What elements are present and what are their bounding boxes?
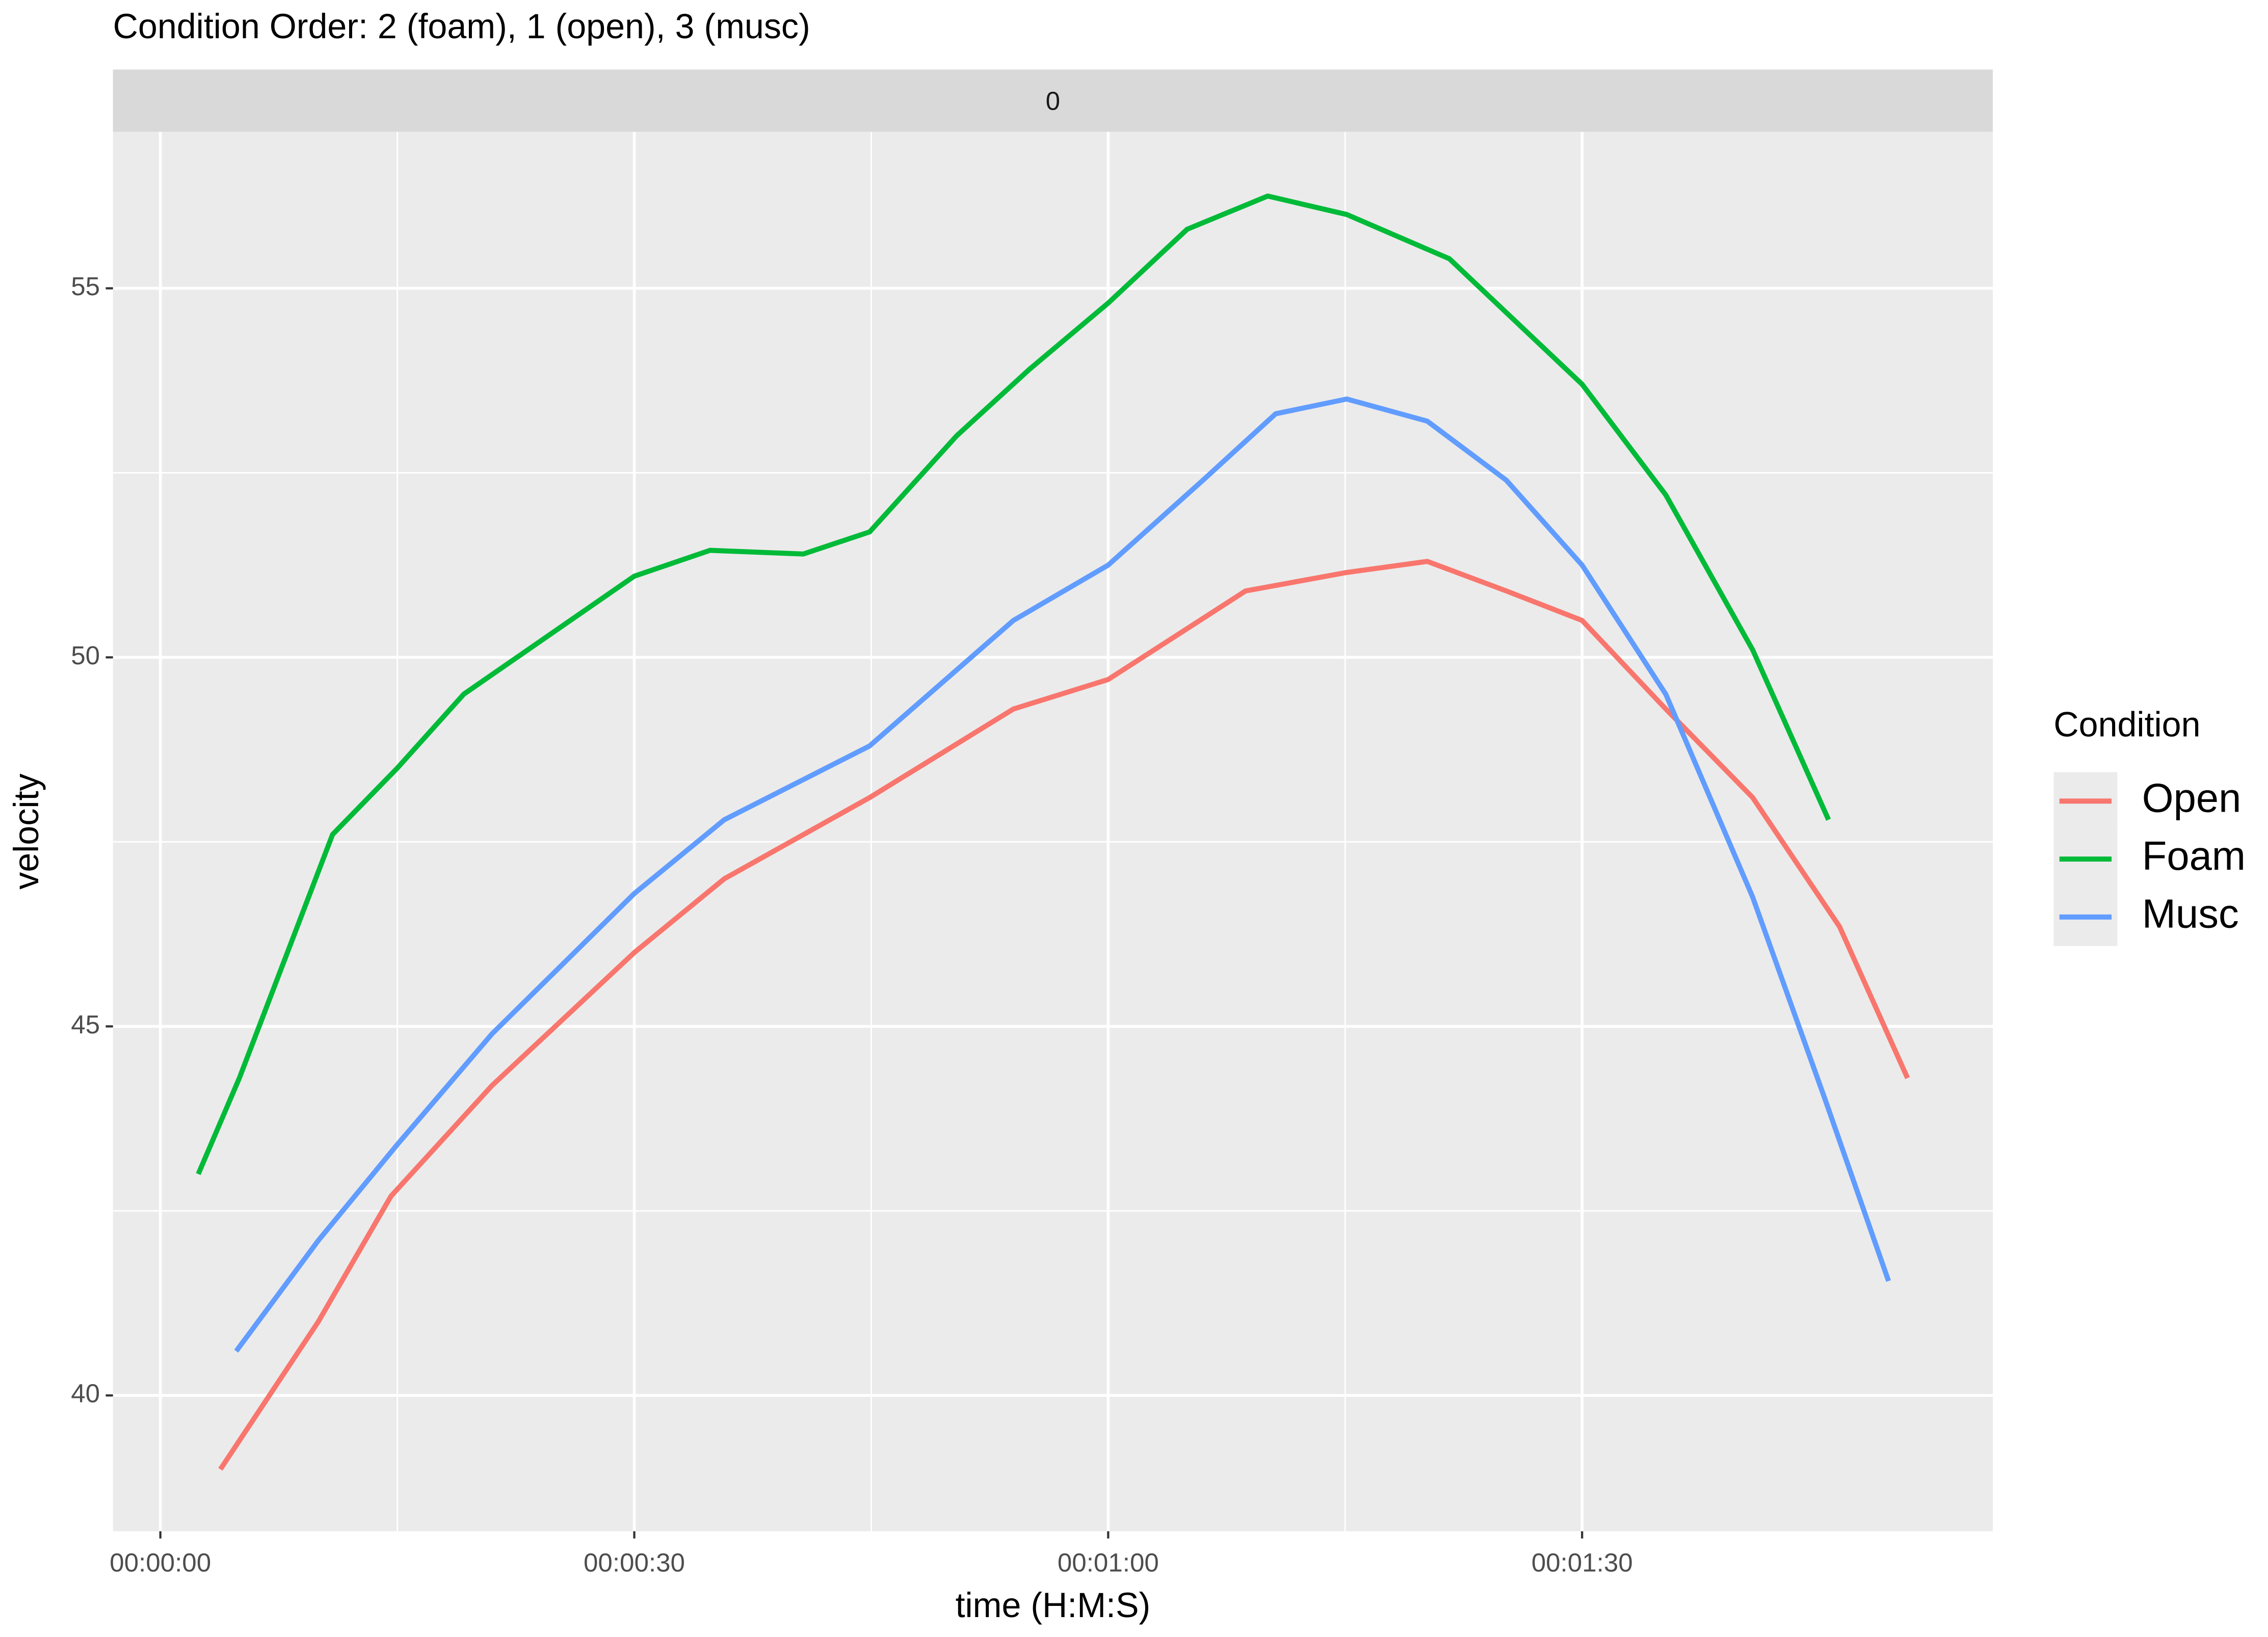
x-tick-label: 00:00:00 xyxy=(110,1548,211,1577)
x-tick-label: 00:00:30 xyxy=(584,1548,685,1577)
x-axis-title: time (H:M:S) xyxy=(956,1586,1151,1625)
y-tick-label: 45 xyxy=(71,1010,100,1039)
x-tick-label: 00:01:00 xyxy=(1058,1548,1159,1577)
y-tick-label: 50 xyxy=(71,641,100,670)
facet-strip xyxy=(113,69,1993,132)
series-line xyxy=(234,396,1891,1353)
facet-label: 0 xyxy=(1046,86,1060,115)
panel xyxy=(113,132,1993,1531)
y-axis-title: velocity xyxy=(7,773,46,889)
series-line xyxy=(196,193,1831,1175)
legend-label: Open xyxy=(2142,775,2241,820)
chart-title: Condition Order: 2 (foam), 1 (open), 3 (… xyxy=(113,7,810,46)
x-tick-label: 00:01:30 xyxy=(1532,1548,1633,1577)
legend-label: Foam xyxy=(2142,833,2246,878)
legend-title: Condition xyxy=(2053,705,2200,744)
y-tick-label: 55 xyxy=(71,272,100,301)
y-tick-label: 40 xyxy=(71,1379,100,1408)
legend-label: Musc xyxy=(2142,891,2239,937)
